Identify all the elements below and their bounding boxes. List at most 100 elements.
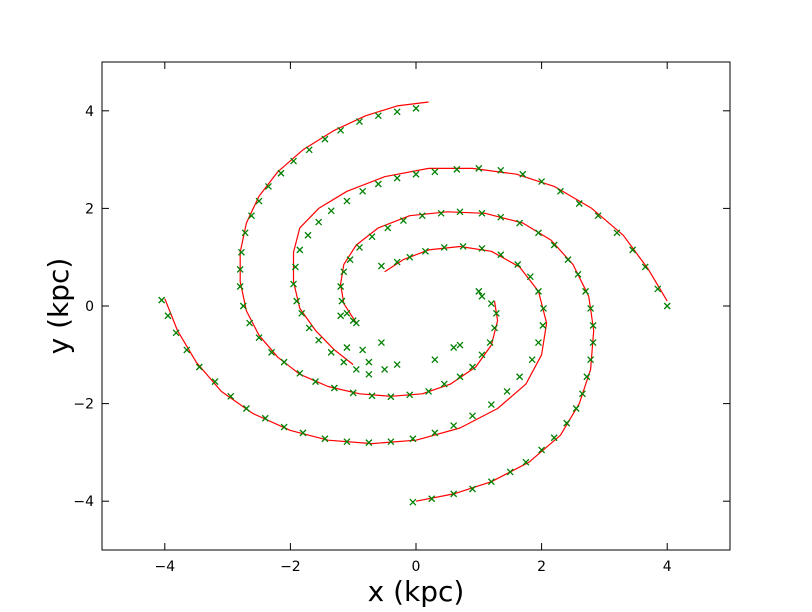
data-point xyxy=(374,112,382,120)
data-point xyxy=(469,363,476,371)
data-point xyxy=(315,336,323,344)
data-point xyxy=(453,165,461,173)
data-point xyxy=(296,369,304,377)
data-point xyxy=(384,224,392,232)
data-point xyxy=(497,166,505,174)
data-point xyxy=(290,280,297,288)
data-point xyxy=(450,422,458,430)
data-point xyxy=(298,309,306,317)
data-point xyxy=(211,378,219,386)
data-point xyxy=(425,387,433,395)
data-point xyxy=(195,363,203,371)
data-point xyxy=(312,378,319,386)
data-point xyxy=(475,164,483,172)
data-point xyxy=(587,304,595,312)
data-point xyxy=(227,392,235,400)
data-point xyxy=(277,169,285,177)
data-point xyxy=(337,312,345,320)
data-point xyxy=(365,439,373,447)
data-point xyxy=(343,197,351,205)
data-point xyxy=(387,393,395,401)
data-point xyxy=(280,358,288,366)
data-point xyxy=(330,384,338,392)
data-point xyxy=(387,438,395,446)
data-point xyxy=(522,458,530,466)
data-point xyxy=(352,365,360,373)
data-point xyxy=(491,324,498,332)
data-point xyxy=(519,170,527,178)
data-point xyxy=(183,346,191,354)
data-point xyxy=(327,207,335,215)
model-arm-4 xyxy=(164,245,548,445)
data-point xyxy=(172,329,180,337)
data-point xyxy=(526,273,534,281)
data-point xyxy=(535,339,542,347)
data-point xyxy=(343,438,351,446)
data-point xyxy=(487,300,495,308)
data-point xyxy=(564,256,572,264)
data-point xyxy=(356,243,363,251)
data-point xyxy=(556,187,564,195)
data-point xyxy=(459,243,467,250)
data-point xyxy=(393,361,401,369)
data-point xyxy=(365,358,373,366)
data-point xyxy=(587,356,595,364)
data-point xyxy=(440,380,448,388)
data-point xyxy=(236,283,244,290)
data-point xyxy=(629,246,637,254)
data-point xyxy=(412,104,420,112)
data-point xyxy=(497,251,505,259)
data-point xyxy=(248,212,255,220)
y-tick-label: −4 xyxy=(73,494,94,510)
data-point xyxy=(431,429,439,437)
data-point xyxy=(399,217,407,225)
data-point xyxy=(406,253,414,261)
data-point xyxy=(431,168,439,176)
y-tick-label: 2 xyxy=(85,201,94,217)
axis-ticks: −4 −2 0 2 4 −4 −2 0 2 4 xyxy=(73,62,730,575)
data-point xyxy=(540,304,547,312)
y-axis-title: y (kpc) xyxy=(42,258,75,355)
data-point xyxy=(343,309,351,317)
data-point xyxy=(516,373,524,381)
data-point xyxy=(268,348,276,356)
data-point xyxy=(663,302,671,310)
data-point xyxy=(349,389,357,397)
data-point xyxy=(450,490,458,498)
data-point xyxy=(583,373,591,381)
data-point xyxy=(315,218,323,226)
data-point xyxy=(158,296,166,304)
data-point xyxy=(486,339,494,347)
data-point xyxy=(456,373,464,381)
data-point xyxy=(572,405,580,412)
data-point xyxy=(368,392,376,400)
data-point xyxy=(255,334,263,342)
data-point xyxy=(418,212,426,220)
data-point xyxy=(359,187,367,195)
data-point xyxy=(340,268,348,276)
data-point xyxy=(469,485,476,493)
data-point xyxy=(478,351,486,359)
data-point xyxy=(431,356,439,364)
data-point xyxy=(574,270,582,278)
data-point xyxy=(299,429,307,437)
data-point xyxy=(456,341,464,349)
data-point xyxy=(539,322,547,329)
data-point xyxy=(535,229,542,237)
data-point xyxy=(321,135,329,143)
data-point xyxy=(338,297,346,305)
data-point xyxy=(378,339,385,347)
data-point xyxy=(528,356,536,364)
data-point xyxy=(374,180,382,188)
x-tick-label: −4 xyxy=(154,559,175,575)
data-point xyxy=(305,324,313,332)
data-point xyxy=(492,309,500,317)
data-point xyxy=(261,414,269,422)
data-point xyxy=(305,146,313,154)
data-point xyxy=(450,344,458,351)
data-point xyxy=(516,219,524,227)
data-point xyxy=(236,265,244,273)
data-point xyxy=(255,197,263,205)
